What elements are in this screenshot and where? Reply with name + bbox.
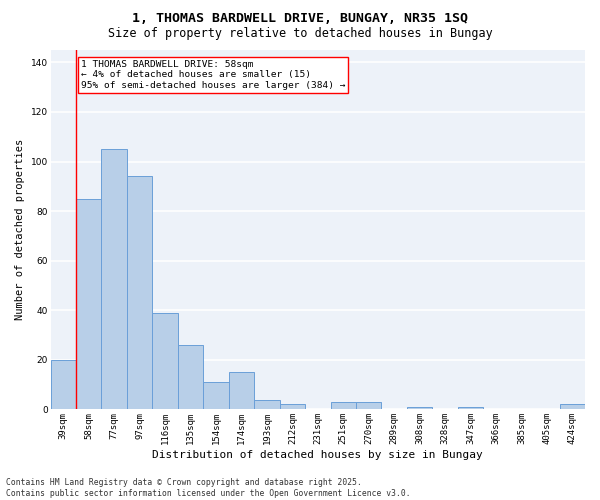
Bar [229, 372, 254, 410]
Bar [178, 345, 203, 410]
Bar [407, 407, 433, 410]
Bar [254, 400, 280, 409]
Bar [76, 198, 101, 410]
Bar [280, 404, 305, 409]
Text: Size of property relative to detached houses in Bungay: Size of property relative to detached ho… [107, 28, 493, 40]
Bar [152, 312, 178, 410]
Y-axis label: Number of detached properties: Number of detached properties [15, 139, 25, 320]
Bar [356, 402, 382, 409]
Text: 1 THOMAS BARDWELL DRIVE: 58sqm
← 4% of detached houses are smaller (15)
95% of s: 1 THOMAS BARDWELL DRIVE: 58sqm ← 4% of d… [81, 60, 346, 90]
Bar [50, 360, 76, 410]
Bar [101, 149, 127, 409]
Bar [203, 382, 229, 409]
Bar [127, 176, 152, 410]
Bar [560, 404, 585, 409]
X-axis label: Distribution of detached houses by size in Bungay: Distribution of detached houses by size … [152, 450, 483, 460]
Text: 1, THOMAS BARDWELL DRIVE, BUNGAY, NR35 1SQ: 1, THOMAS BARDWELL DRIVE, BUNGAY, NR35 1… [132, 12, 468, 26]
Bar [331, 402, 356, 409]
Text: Contains HM Land Registry data © Crown copyright and database right 2025.
Contai: Contains HM Land Registry data © Crown c… [6, 478, 410, 498]
Bar [458, 407, 483, 410]
